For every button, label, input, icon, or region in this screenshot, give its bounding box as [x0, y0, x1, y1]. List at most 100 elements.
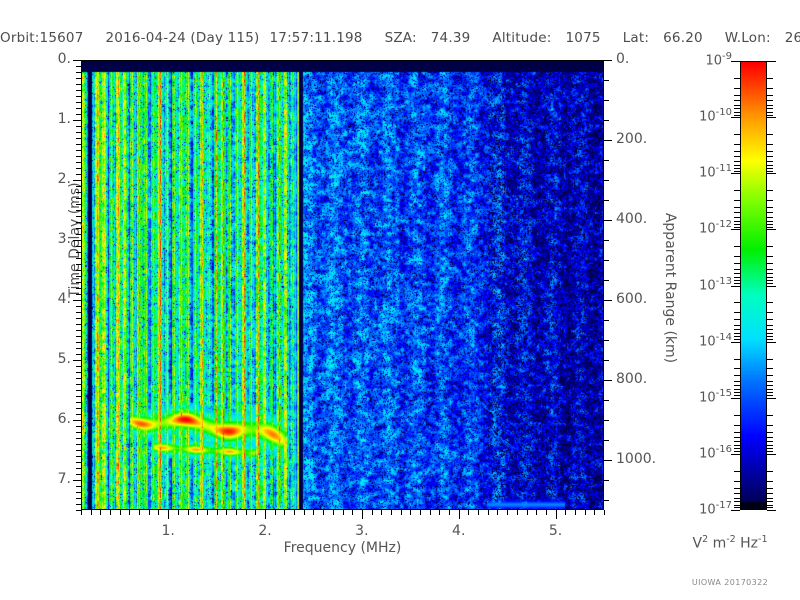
colorbar-tick-label-4: 10-13: [699, 275, 732, 293]
y-tick-minor: [76, 270, 81, 271]
x-tick-minor: [468, 510, 470, 515]
x-tick-major: [168, 510, 170, 519]
y-tick-major: [73, 300, 81, 301]
observation-date: 2016-04-24 (Day 115): [105, 30, 260, 46]
y-tick-minor: [76, 402, 81, 403]
colorbar-tick-minor: [734, 246, 740, 248]
x-tick-minor: [313, 510, 315, 515]
y-tick-minor: [76, 192, 81, 193]
colorbar-tick-major: [731, 229, 740, 231]
x-tick-minor: [352, 510, 354, 515]
colorbar-tick-minor: [734, 263, 740, 265]
x-tick-minor: [400, 510, 402, 515]
colorbar-tick-minor: [734, 358, 740, 360]
y-tick-label-4: 4.: [57, 291, 71, 307]
y2-tick-label-3: 600.: [616, 291, 648, 307]
y-tick-label-3: 3.: [57, 231, 71, 247]
wlon-value: 264.64: [784, 30, 800, 46]
colorbar-tick-minor: [734, 276, 740, 278]
colorbar-tick-minor: [734, 108, 740, 110]
y-tick-label-7: 7.: [57, 471, 71, 487]
colorbar-tick-minor: [734, 190, 740, 192]
colorbar-tick-right: [767, 424, 773, 426]
colorbar-tick-minor: [734, 268, 740, 270]
colorbar-tick-minor: [734, 487, 740, 489]
y2-tick-minor: [604, 480, 609, 481]
y-tick-minor: [76, 510, 81, 511]
colorbar-tick-minor: [734, 220, 740, 222]
y2-tick-minor: [604, 360, 609, 361]
y2-tick-minor: [604, 320, 609, 321]
colorbar-tick-minor: [734, 87, 740, 89]
colorbar-tick-right: [767, 117, 776, 119]
y2-tick-major: [604, 140, 612, 141]
colorbar-tick-minor: [734, 380, 740, 382]
y-tick-minor: [76, 132, 81, 133]
colorbar-tick-right: [767, 285, 776, 287]
colorbar-tick-minor: [734, 216, 740, 218]
y2-tick-major: [604, 60, 612, 61]
colorbar-canvas: [741, 62, 766, 509]
colorbar-tick-right: [767, 332, 773, 334]
y-tick-minor: [76, 306, 81, 307]
x-tick-label-0: 1.: [161, 523, 175, 539]
colorbar-tick-right: [767, 451, 773, 453]
x-tick-minor: [226, 510, 228, 515]
colorbar-tick-right: [767, 302, 773, 304]
y-tick-minor: [76, 102, 81, 103]
y-tick-minor: [76, 504, 81, 505]
orbit-label: Orbit:15607: [0, 30, 84, 46]
x-tick-minor: [487, 510, 489, 515]
ionogram-heatmap[interactable]: [81, 60, 604, 510]
unit-volt: V: [692, 535, 703, 552]
colorbar-tick-minor: [734, 282, 740, 284]
colorbar-tick-right: [767, 395, 773, 397]
colorbar-tick-minor: [734, 256, 740, 258]
y2-tick-minor: [604, 340, 609, 341]
colorbar-tick-label-2: 10-11: [699, 163, 732, 181]
x-tick-minor: [187, 510, 189, 515]
colorbar-tick-minor: [734, 170, 740, 172]
sza-value: 74.39: [430, 30, 471, 46]
y-tick-minor: [76, 312, 81, 313]
x-tick-minor: [545, 510, 547, 515]
colorbar-tick-right: [767, 212, 773, 214]
y-tick-minor: [76, 288, 81, 289]
x-tick-minor: [274, 510, 276, 515]
colorbar-tick-right: [767, 160, 773, 162]
colorbar-tick-major: [731, 285, 740, 287]
y-tick-minor: [76, 264, 81, 265]
colorbar-tick-right: [767, 368, 773, 370]
colorbar-tick-major: [731, 453, 740, 455]
colorbar-tick-right: [767, 389, 773, 391]
y2-tick-minor: [604, 420, 609, 421]
y2-tick-minor: [604, 260, 609, 261]
colorbar-tick-minor: [734, 501, 740, 503]
colorbar-tick-minor: [734, 312, 740, 314]
colorbar-tick-minor: [734, 100, 740, 102]
colorbar-tick-minor: [734, 389, 740, 391]
y-tick-minor: [76, 492, 81, 493]
unit-meter: m: [712, 535, 727, 552]
y-tick-minor: [76, 438, 81, 439]
y-tick-minor: [76, 456, 81, 457]
colorbar-tick-minor: [734, 448, 740, 450]
colorbar-tick-minor: [734, 143, 740, 145]
colorbar-tick-right: [767, 61, 776, 62]
colorbar-tick-right: [767, 114, 773, 116]
colorbar-tick-major: [731, 117, 740, 119]
y-tick-minor: [76, 330, 81, 331]
y-tick-minor: [76, 228, 81, 229]
colorbar[interactable]: [740, 61, 767, 510]
y2-tick-minor: [604, 500, 609, 501]
colorbar-tick-right: [767, 445, 773, 447]
colorbar-tick-minor: [734, 480, 740, 482]
x-tick-minor: [245, 510, 247, 515]
y2-tick-label-1: 200.: [616, 131, 648, 147]
y-tick-major: [73, 360, 81, 361]
sza-label: SZA:: [384, 30, 417, 46]
colorbar-tick-minor: [734, 156, 740, 158]
colorbar-tick-minor: [734, 223, 740, 225]
x-tick-minor: [119, 510, 121, 515]
y2-tick-label-4: 800.: [616, 371, 648, 387]
